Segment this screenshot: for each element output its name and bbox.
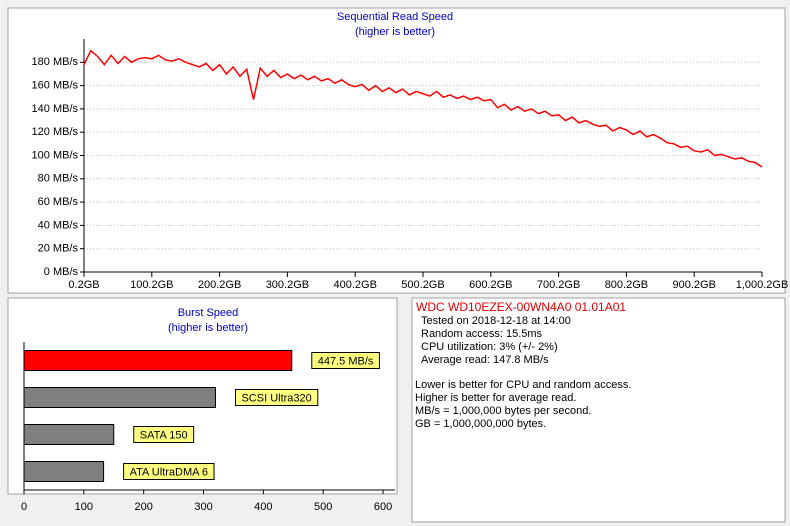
read-line [83, 49, 763, 168]
x-tick-label: 0.2GB [68, 279, 99, 291]
x-tick-label: 600.2GB [469, 279, 512, 291]
info-note: GB = 1,000,000,000 bytes. [415, 418, 546, 430]
bar-label: SCSI Ultra320 [241, 392, 311, 404]
info-note: MB/s = 1,000,000 bytes per second. [415, 405, 591, 417]
info-note: Higher is better for average read. [415, 392, 576, 404]
y-tick-label: 100 MB/s [32, 149, 79, 161]
y-tick-label: 180 MB/s [32, 56, 79, 68]
chart-title: Burst Speed [178, 307, 239, 319]
bar [23, 387, 216, 408]
x-tick-label: 600 [374, 501, 392, 513]
info-line: CPU utilization: 3% (+/- 2%) [421, 341, 558, 353]
x-tick-label: 700.2GB [537, 279, 580, 291]
y-tick-label: 40 MB/s [38, 219, 79, 231]
x-tick-label: 900.2GB [672, 279, 715, 291]
chart-subtitle: (higher is better) [355, 26, 435, 38]
x-tick-label: 200 [134, 501, 152, 513]
label-box [311, 352, 380, 369]
info-line: Tested on 2018-12-18 at 14:00 [421, 315, 571, 327]
y-tick-label: 160 MB/s [32, 80, 79, 92]
bar [23, 461, 105, 482]
x-tick-label: 400.2GB [333, 279, 376, 291]
y-tick-label: 80 MB/s [38, 173, 79, 185]
x-tick-label: 400 [254, 501, 272, 513]
y-tick-label: 20 MB/s [38, 243, 79, 255]
x-tick-label: 200.2GB [198, 279, 241, 291]
bar-label: SATA 150 [140, 429, 188, 441]
y-tick-label: 120 MB/s [32, 126, 79, 138]
seq-panel [7, 7, 786, 294]
chart-subtitle: (higher is better) [168, 322, 248, 334]
y-tick-label: 140 MB/s [32, 103, 79, 115]
y-tick-label: 60 MB/s [38, 196, 79, 208]
label-box [123, 463, 215, 480]
label-box [234, 389, 319, 406]
info-title: WDC WD10EZEX-00WN4A0 01.01A01 [416, 300, 626, 314]
info-note: Lower is better for CPU and random acces… [415, 379, 631, 391]
x-tick-label: 1,000.2GB [736, 279, 789, 291]
y-tick-label: 0 MB/s [44, 266, 79, 278]
x-tick-label: 100.2GB [130, 279, 173, 291]
bar [23, 350, 293, 371]
bar-label: ATA UltraDMA 6 [130, 466, 208, 478]
info-line: Random access: 15.5ms [421, 328, 543, 340]
bar-label: 447.5 MB/s [318, 355, 374, 367]
x-tick-label: 500 [314, 501, 332, 513]
x-tick-label: 0 [21, 501, 27, 513]
label-box [133, 426, 195, 443]
x-tick-label: 300 [194, 501, 212, 513]
x-tick-label: 800.2GB [605, 279, 648, 291]
info-line: Average read: 147.8 MB/s [421, 354, 549, 366]
info-panel [411, 297, 786, 523]
x-tick-label: 100 [75, 501, 93, 513]
chart-title: Sequential Read Speed [337, 11, 453, 23]
bar [23, 424, 115, 445]
x-tick-label: 500.2GB [401, 279, 444, 291]
x-tick-label: 300.2GB [266, 279, 309, 291]
